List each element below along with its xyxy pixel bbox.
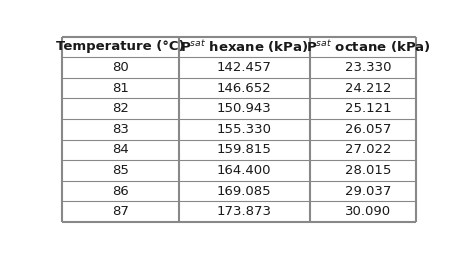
Text: 23.330: 23.330 [345,61,391,74]
Text: P$^{sat}$ hexane (kPa): P$^{sat}$ hexane (kPa) [180,39,308,55]
Text: 86: 86 [112,185,129,198]
Text: 87: 87 [112,205,129,218]
Text: 81: 81 [112,82,129,95]
Text: 80: 80 [112,61,129,74]
Text: 24.212: 24.212 [345,82,391,95]
Text: Temperature (°C): Temperature (°C) [56,40,185,54]
Text: 173.873: 173.873 [217,205,272,218]
Text: 25.121: 25.121 [345,102,391,115]
Text: 142.457: 142.457 [217,61,272,74]
Text: 28.015: 28.015 [345,164,391,177]
Text: 30.090: 30.090 [345,205,391,218]
Text: 84: 84 [112,143,129,156]
Text: P$^{sat}$ octane (kPa): P$^{sat}$ octane (kPa) [306,39,431,55]
Text: 150.943: 150.943 [217,102,272,115]
Text: 27.022: 27.022 [345,143,391,156]
Text: 155.330: 155.330 [217,123,272,136]
Text: 82: 82 [112,102,129,115]
Text: 26.057: 26.057 [345,123,391,136]
Text: 159.815: 159.815 [217,143,272,156]
Text: 169.085: 169.085 [217,185,272,198]
Text: 29.037: 29.037 [345,185,391,198]
Text: 83: 83 [112,123,129,136]
Text: 146.652: 146.652 [217,82,272,95]
Text: 85: 85 [112,164,129,177]
Text: 164.400: 164.400 [217,164,271,177]
